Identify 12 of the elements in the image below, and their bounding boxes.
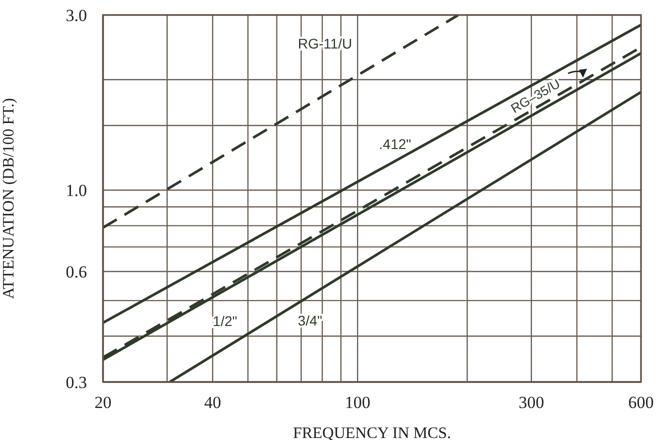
x-tick-label: 40 [204,393,222,412]
x-tick-label: 100 [344,393,370,412]
y-axis-title: ATTENUATION (DB/100 FT.) [0,98,18,300]
x-tick-label: 600 [628,393,654,412]
y-tick-label: 0.3 [66,373,87,392]
x-tick-label: 300 [518,393,544,412]
series-label: .412" [378,136,412,152]
y-tick-label: 3.0 [66,6,87,26]
x-tick-label: 20 [94,393,112,412]
series-label: 1/2" [212,312,238,329]
y-tick-label: 0.6 [66,262,87,282]
y-tick-label: 1.0 [66,181,87,200]
